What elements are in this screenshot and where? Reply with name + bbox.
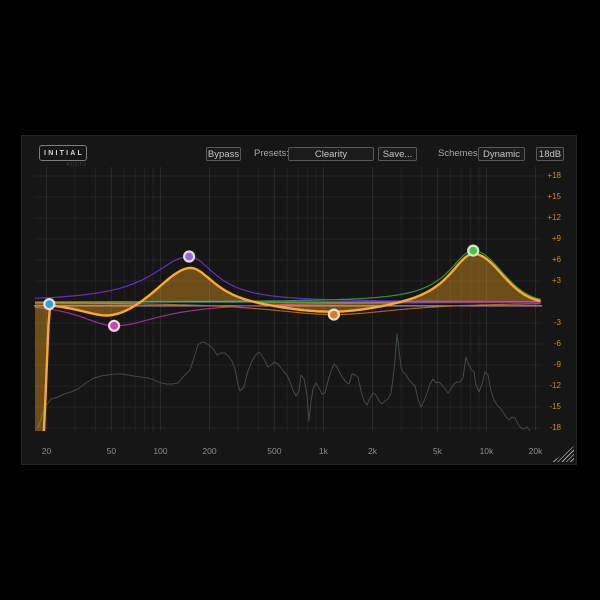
brand-logo: INITIAL [39, 145, 87, 161]
db-range-button[interactable]: 18dB [536, 147, 564, 161]
band-handle-mid-dip[interactable] [327, 308, 340, 321]
save-preset-button[interactable]: Save... [378, 147, 417, 161]
db-tick-label: -18 [549, 423, 561, 432]
band-curve-high-boost [35, 250, 541, 303]
spectrum-analyzer-curve [37, 333, 531, 431]
db-tick-label: -12 [549, 381, 561, 390]
db-tick-label: -6 [553, 339, 561, 348]
preset-select[interactable]: Clearity [288, 147, 374, 161]
freq-tick-label: 10k [479, 446, 494, 456]
plugin-window: INITIAL AUDIO Bypass Presets: Clearity S… [21, 135, 577, 465]
db-tick-label: -9 [553, 360, 561, 369]
db-tick-label: -3 [553, 318, 561, 327]
resize-grip-icon[interactable] [552, 446, 574, 462]
band-handle-low-mid-boost[interactable] [183, 250, 196, 263]
brand-logo-subtext: AUDIO [66, 162, 87, 168]
freq-tick-label: 1k [318, 446, 328, 456]
freq-tick-label: 50 [106, 446, 117, 456]
db-tick-label: +12 [547, 213, 561, 222]
freq-tick-label: 20 [41, 446, 52, 456]
db-tick-label: +15 [547, 192, 561, 201]
freq-tick-label: 20k [528, 446, 543, 456]
band-handle-highpass[interactable] [43, 298, 56, 311]
db-tick-label: +3 [551, 276, 561, 285]
band-curve-low-mid-boost [35, 255, 541, 303]
band-handle-high-boost[interactable] [467, 244, 480, 257]
scheme-select[interactable]: Dynamic [478, 147, 525, 161]
bypass-button[interactable]: Bypass [206, 147, 241, 161]
eq-graph[interactable] [34, 167, 542, 431]
freq-tick-label: 2k [368, 446, 377, 456]
freq-tick-label: 500 [267, 446, 282, 456]
eq-sum-fill [35, 253, 541, 431]
db-tick-label: +6 [551, 255, 561, 264]
freq-tick-label: 200 [202, 446, 217, 456]
schemes-label: Schemes: [438, 148, 481, 159]
db-tick-label: +18 [547, 171, 561, 180]
presets-label: Presets: [254, 148, 289, 159]
band-curve-mid-dip [35, 302, 541, 316]
eq-sum-curve [42, 252, 541, 431]
band-handle-low-dip[interactable] [107, 319, 121, 332]
db-tick-label: +9 [551, 234, 561, 243]
freq-tick-label: 100 [153, 446, 168, 456]
db-tick-label: -15 [549, 402, 561, 411]
freq-tick-label: 5k [432, 446, 442, 456]
